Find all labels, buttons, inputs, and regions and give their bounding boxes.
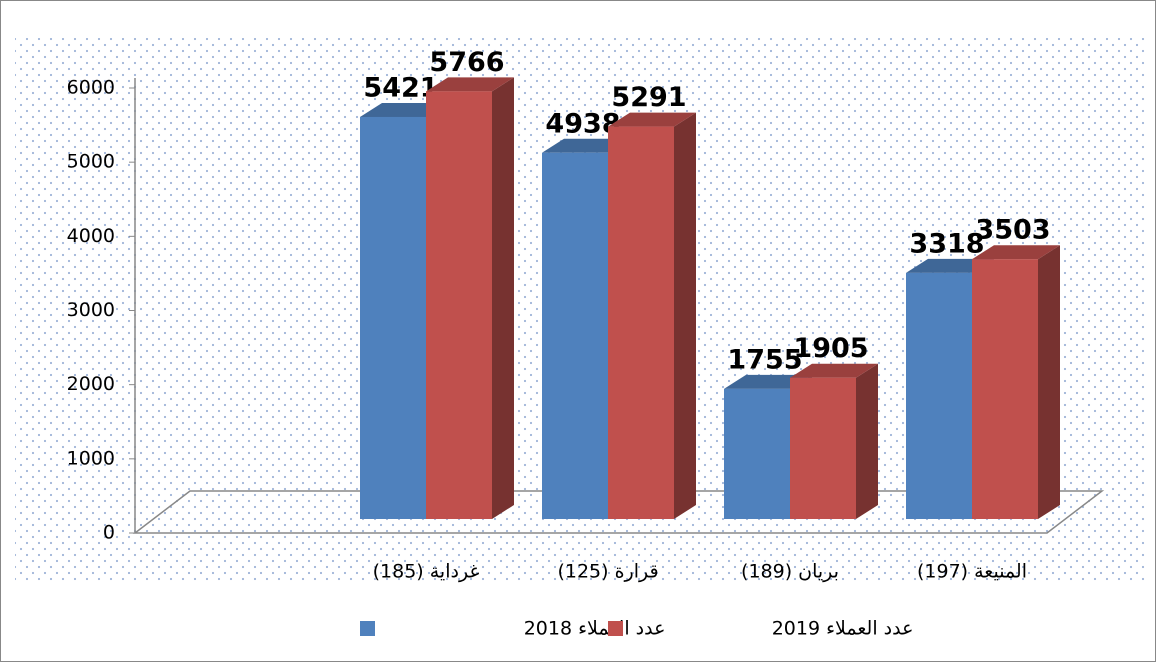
bar-top [426, 77, 514, 92]
bar [426, 91, 492, 519]
data-label: 5766 [429, 47, 504, 78]
data-label: 3318 [909, 228, 984, 259]
bar-side [856, 363, 878, 519]
bar [608, 126, 674, 519]
y-tick-label: 3000 [67, 299, 115, 321]
y-tick-label: 0 [103, 522, 115, 544]
bar [906, 272, 972, 519]
data-label: 1755 [727, 344, 802, 375]
bar [542, 152, 608, 519]
bar [724, 388, 790, 519]
y-tick-label: 6000 [67, 77, 115, 99]
legend-label: عدد العملاء 2018 [524, 618, 666, 640]
data-label: 5291 [611, 82, 686, 113]
bar-top [790, 363, 878, 378]
x-tick-label: المنيعة (197) [917, 561, 1027, 583]
x-tick-label: قرارة (125) [557, 561, 658, 583]
bar [360, 116, 426, 519]
data-label: 3503 [975, 215, 1050, 246]
bar-side [1038, 245, 1060, 520]
data-label: 1905 [793, 333, 868, 364]
bar [972, 259, 1038, 519]
legend-swatch [608, 621, 623, 636]
legend-swatch [360, 621, 375, 636]
y-tick-label: 5000 [67, 151, 115, 173]
x-tick-label: غرداية (185) [373, 561, 480, 583]
bar-side [492, 77, 514, 519]
bar-side [674, 112, 696, 519]
bar [790, 377, 856, 519]
y-tick-label: 2000 [67, 373, 115, 395]
floor [132, 490, 1105, 534]
bar-top [972, 245, 1060, 260]
x-tick-label: بريان (189) [741, 561, 839, 583]
bar-top [608, 112, 696, 127]
y-tick-label: 1000 [67, 447, 115, 469]
y-tick-label: 4000 [67, 225, 115, 247]
legend-label: عدد العملاء 2019 [772, 618, 914, 640]
